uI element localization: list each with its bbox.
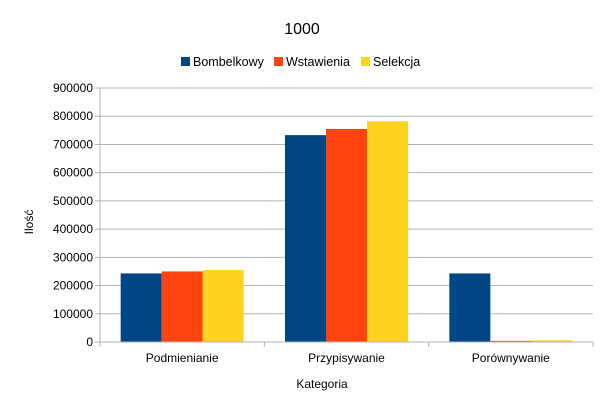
y-tick-label: 200000: [53, 279, 93, 293]
y-tick-label: 700000: [53, 137, 93, 151]
bar-selekcja-3: [531, 340, 573, 342]
y-tick-label: 400000: [53, 222, 93, 236]
x-category-label: Podmienianie: [146, 351, 219, 365]
legend-label-bombelkowy: Bombelkowy: [193, 55, 265, 69]
y-tick-label: 600000: [53, 166, 93, 180]
bar-wstawienia-3: [490, 340, 532, 342]
x-axis-title: Kategoria: [296, 377, 348, 391]
x-category-label: Przypisywanie: [308, 351, 385, 365]
legend-label-wstawienia: Wstawienia: [286, 55, 350, 69]
bar-selekcja-2: [367, 121, 408, 343]
y-tick-label: 300000: [53, 250, 93, 264]
bar-selekcja-1: [202, 270, 244, 342]
axes: [99, 88, 594, 347]
x-category-label: Porównywanie: [472, 351, 550, 365]
bar-wstawienia-1: [161, 271, 203, 342]
y-tick-label: 0: [86, 335, 93, 349]
legend-label-selekcja: Selekcja: [373, 55, 420, 69]
y-tick-label: 900000: [53, 81, 93, 95]
legend-swatch-bombelkowy: [181, 57, 190, 66]
bar-bombelkowy-2: [285, 135, 326, 342]
bar-bombelkowy-3: [449, 273, 491, 342]
y-axis-ticks: 0 100000 200000 300000 400000 500000 600000 700…: [53, 81, 93, 349]
y-axis-title: Ilość: [22, 210, 36, 235]
y-tick-label: 100000: [53, 307, 93, 321]
bars: [120, 121, 573, 343]
legend-swatch-selekcja: [361, 57, 370, 66]
y-tick-label: 500000: [53, 194, 93, 208]
x-axis-categories: Podmienianie Przypisywanie Porównywanie: [146, 351, 550, 365]
bar-bombelkowy-1: [120, 273, 162, 342]
bar-wstawienia-2: [326, 128, 367, 342]
y-tick-label: 800000: [53, 109, 93, 123]
legend-swatch-wstawienia: [274, 57, 283, 66]
chart-title: 1000: [284, 21, 320, 38]
legend: Bombelkowy Wstawienia Selekcja: [181, 55, 420, 69]
